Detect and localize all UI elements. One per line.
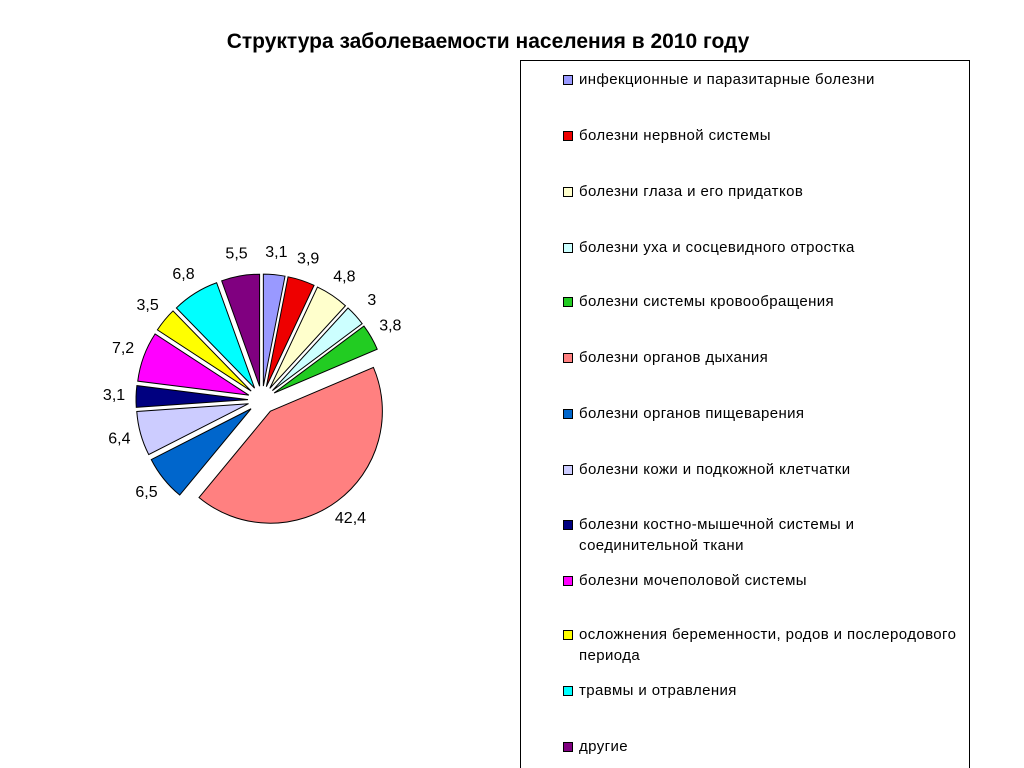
legend: инфекционные и паразитарные болезни болез…	[520, 60, 970, 768]
value-label: 3	[367, 292, 376, 309]
pie-slice	[265, 276, 315, 387]
legend-item: болезни уха и сосцевидного отростка	[561, 237, 959, 258]
pie-slice	[262, 273, 286, 387]
legend-swatch	[563, 409, 573, 419]
pie-slice	[221, 273, 261, 387]
legend-item: болезни мочеполовой системы	[561, 570, 959, 591]
legend-swatch	[563, 75, 573, 85]
legend-label: болезни мочеполовой системы	[579, 572, 807, 589]
pie-slice	[272, 307, 363, 392]
pie-slice	[175, 282, 256, 389]
value-label: 3,1	[265, 244, 287, 261]
pie-slice	[156, 310, 252, 392]
pie-slice	[269, 286, 347, 389]
pie-slice	[135, 385, 249, 408]
legend-swatch	[563, 353, 573, 363]
legend-swatch	[563, 742, 573, 752]
legend-item: болезни нервной системы	[561, 125, 959, 146]
value-label: 6,5	[135, 484, 157, 501]
pie-slice	[150, 408, 252, 496]
legend-label: болезни костно-мышечной системы и соедин…	[579, 516, 855, 554]
legend-swatch	[563, 465, 573, 475]
value-label: 3,8	[379, 317, 401, 334]
legend-item: болезни органов пищеварения	[561, 403, 959, 424]
legend-swatch	[563, 576, 573, 586]
pie-slice	[198, 366, 383, 524]
legend-label: болезни глаза и его придатков	[579, 183, 804, 200]
legend-label: травмы и отравления	[579, 682, 737, 699]
chart: 3,1 3,9 4,8 33,8 42,4 6,5 6,4 3,1 7,2 3,5 6,8 5,5	[103, 244, 402, 527]
legend-swatch	[563, 630, 573, 640]
value-label: 3,5	[137, 297, 159, 314]
legend-label: болезни кожи и подкожной клетчатки	[579, 461, 851, 478]
legend-label: болезни органов пищеварения	[579, 405, 805, 422]
value-label: 7,2	[112, 340, 134, 357]
legend-item: травмы и отравления	[561, 680, 959, 701]
legend-item: болезни системы кровообращения	[561, 291, 959, 312]
legend-label: болезни органов дыхания	[579, 349, 769, 366]
value-label: 5,5	[225, 245, 247, 262]
value-label: 3,9	[297, 251, 319, 268]
legend-swatch	[563, 520, 573, 530]
legend-swatch	[563, 187, 573, 197]
value-label: 42,4	[335, 510, 366, 527]
legend-item: болезни органов дыхания	[561, 347, 959, 368]
legend-item: болезни кожи и подкожной клетчатки	[561, 459, 959, 480]
value-label: 6,8	[172, 266, 194, 283]
legend-item: инфекционные и паразитарные болезни	[561, 69, 959, 90]
value-label: 6,4	[108, 431, 130, 448]
legend-swatch	[563, 131, 573, 141]
legend-label: осложнения беременности, родов и послеро…	[579, 626, 957, 664]
legend-label: болезни уха и сосцевидного отростка	[579, 239, 855, 256]
chart-title: Структура заболеваемости населения в 201…	[226, 30, 750, 53]
value-label: 3,1	[103, 387, 125, 404]
value-label: 4,8	[333, 268, 355, 285]
legend-swatch	[563, 297, 573, 307]
legend-swatch	[563, 243, 573, 253]
legend-item: болезни глаза и его придатков	[561, 181, 959, 202]
legend-label: другие	[579, 738, 629, 755]
legend-swatch	[563, 686, 573, 696]
pie-slice	[136, 403, 249, 456]
legend-item: другие	[561, 736, 959, 757]
legend-item: болезни костно-мышечной системы и соедин…	[561, 514, 959, 556]
pie-slice	[273, 325, 378, 394]
legend-label: инфекционные и паразитарные болезни	[579, 71, 875, 88]
legend-label: болезни системы кровообращения	[579, 293, 835, 310]
pie-slice	[137, 333, 250, 396]
legend-item: осложнения беременности, родов и послеро…	[561, 624, 959, 666]
legend-label: болезни нервной системы	[579, 127, 771, 144]
